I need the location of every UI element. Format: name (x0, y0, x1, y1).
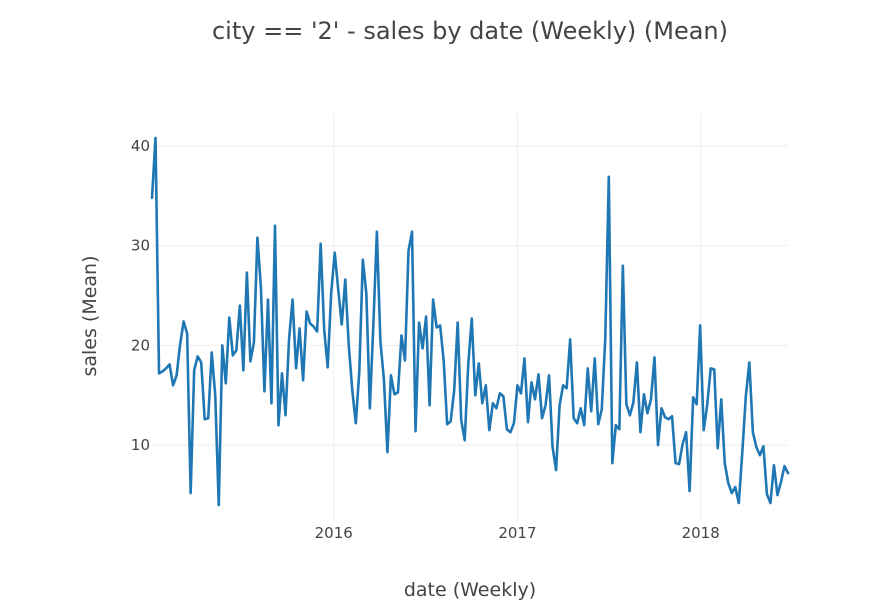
x-tick-label: 2018 (682, 524, 720, 542)
y-tick-label: 30 (131, 237, 150, 255)
y-tick-label: 20 (131, 336, 150, 354)
series-layer (150, 136, 790, 507)
y-axis-title: sales (Mean) (79, 255, 101, 376)
x-tick-label: 2016 (315, 524, 353, 542)
tick-labels: 10 20 30 40 2016 2017 2018 (131, 137, 720, 542)
y-tick-label: 40 (131, 137, 150, 155)
x-axis-title: date (Weekly) (404, 579, 536, 601)
series-line (150, 136, 790, 507)
x-tick-label: 2017 (498, 524, 536, 542)
y-tick-label: 10 (131, 436, 150, 454)
chart-title: city == '2' - sales by date (Weekly) (Me… (212, 17, 728, 45)
